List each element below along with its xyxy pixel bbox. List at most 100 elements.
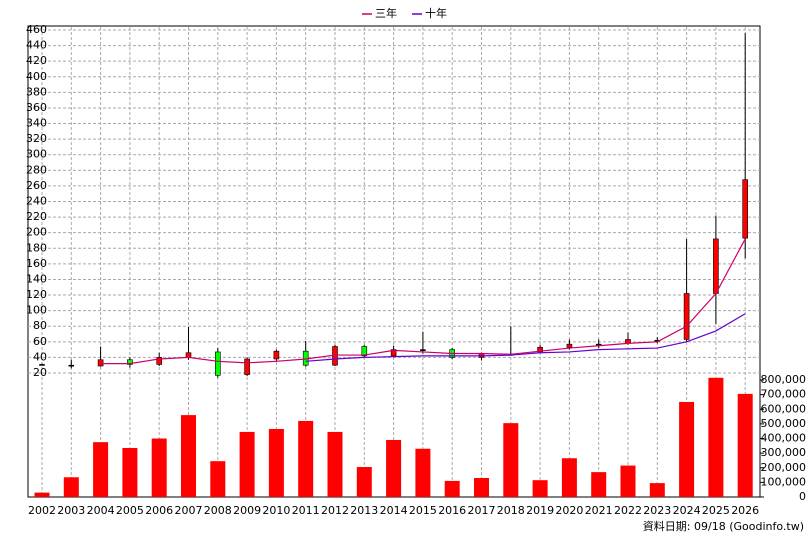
volume-bar bbox=[122, 448, 138, 497]
candle-body bbox=[39, 364, 45, 366]
x-tick-label: 2014 bbox=[380, 504, 408, 517]
volume-bar bbox=[151, 438, 167, 497]
y-tick-label: 360 bbox=[26, 101, 47, 114]
x-tick-label: 2023 bbox=[643, 504, 671, 517]
y-tick-label: 20 bbox=[33, 366, 47, 379]
y-tick-label: 100 bbox=[26, 304, 47, 317]
volume-bar bbox=[386, 439, 402, 497]
y-tick-label: 40 bbox=[33, 350, 47, 363]
y2-tick-label: 100,000 bbox=[761, 475, 807, 488]
legend-label: 三年 bbox=[375, 6, 397, 20]
candle-body bbox=[420, 349, 426, 351]
x-tick-label: 2004 bbox=[87, 504, 115, 517]
y-tick-label: 180 bbox=[26, 241, 47, 254]
y2-tick-label: 600,000 bbox=[761, 402, 807, 415]
y-tick-label: 160 bbox=[26, 257, 47, 270]
y2-tick-label: 0 bbox=[799, 490, 806, 503]
x-tick-label: 2015 bbox=[409, 504, 437, 517]
volume-bar bbox=[356, 467, 372, 497]
footer: 資料日期: 09/18 (Goodinfo.tw) bbox=[643, 519, 804, 533]
x-tick-label: 2022 bbox=[614, 504, 642, 517]
ma-line bbox=[100, 238, 746, 365]
candle-body bbox=[273, 350, 280, 360]
volume-bar bbox=[93, 442, 109, 497]
candle-body bbox=[244, 358, 250, 375]
volume-bar bbox=[327, 431, 343, 497]
volume-bar bbox=[649, 483, 665, 497]
y-tick-label: 80 bbox=[33, 319, 47, 332]
x-tick-label: 2013 bbox=[350, 504, 378, 517]
y-tick-label: 260 bbox=[26, 179, 47, 192]
volume-bar bbox=[591, 472, 607, 497]
y-tick-label: 200 bbox=[26, 226, 47, 239]
volume-bar bbox=[708, 377, 724, 497]
x-tick-label: 2003 bbox=[57, 504, 85, 517]
y2-tick-label: 500,000 bbox=[761, 417, 807, 430]
x-tick-label: 2007 bbox=[175, 504, 203, 517]
x-tick-label: 2020 bbox=[555, 504, 583, 517]
y-tick-label: 60 bbox=[33, 335, 47, 348]
y-tick-label: 300 bbox=[26, 148, 47, 161]
candle-body bbox=[68, 364, 75, 367]
y2-tick-label: 400,000 bbox=[761, 432, 807, 445]
y-tick-label: 220 bbox=[26, 210, 47, 223]
x-tick-label: 2016 bbox=[438, 504, 466, 517]
candle-body bbox=[566, 343, 573, 348]
volume-bar bbox=[444, 480, 460, 497]
y-tick-label: 140 bbox=[26, 272, 47, 285]
x-tick-label: 2019 bbox=[526, 504, 554, 517]
x-tick-label: 2025 bbox=[702, 504, 730, 517]
x-tick-label: 2024 bbox=[673, 504, 701, 517]
volume-bar bbox=[503, 423, 519, 497]
y-tick-label: 460 bbox=[26, 23, 47, 36]
volume-bar bbox=[620, 465, 636, 497]
x-tick-label: 2011 bbox=[292, 504, 320, 517]
x-tick-label: 2017 bbox=[468, 504, 496, 517]
y-tick-label: 380 bbox=[26, 85, 47, 98]
x-tick-label: 2021 bbox=[585, 504, 613, 517]
y2-tick-label: 800,000 bbox=[761, 373, 807, 386]
volume-bar bbox=[298, 420, 314, 497]
legend-label: 十年 bbox=[425, 6, 447, 20]
y-tick-label: 340 bbox=[26, 117, 47, 130]
x-tick-label: 2010 bbox=[262, 504, 290, 517]
volume-bar bbox=[268, 428, 284, 497]
x-tick-label: 2005 bbox=[116, 504, 144, 517]
x-tick-label: 2018 bbox=[497, 504, 525, 517]
candle-body bbox=[97, 359, 104, 367]
plot-frame bbox=[27, 25, 761, 498]
volume-bar bbox=[679, 401, 695, 497]
y2-tick-label: 700,000 bbox=[761, 388, 807, 401]
y2-tick-label: 300,000 bbox=[761, 446, 807, 459]
volume-bar bbox=[181, 415, 196, 497]
candle-body bbox=[127, 359, 133, 365]
ma-line bbox=[305, 313, 746, 362]
x-tick-label: 2026 bbox=[731, 504, 759, 517]
candle-body bbox=[683, 293, 690, 340]
y-tick-label: 240 bbox=[26, 195, 47, 208]
candle-body bbox=[537, 346, 543, 353]
volume-bar bbox=[737, 393, 753, 497]
y-tick-label: 400 bbox=[26, 70, 47, 83]
x-tick-label: 2009 bbox=[233, 504, 261, 517]
candle-body bbox=[156, 357, 162, 365]
y2-tick-label: 200,000 bbox=[761, 461, 807, 474]
y-tick-label: 420 bbox=[26, 54, 47, 67]
x-tick-label: 2006 bbox=[145, 504, 173, 517]
y-tick-label: 280 bbox=[26, 163, 47, 176]
volume-bar bbox=[532, 480, 548, 497]
volume-bar bbox=[34, 492, 50, 497]
candle-body bbox=[742, 179, 749, 239]
volume-bar bbox=[210, 461, 226, 497]
candle-body bbox=[713, 238, 719, 294]
candle-body bbox=[361, 346, 368, 357]
volume-bar bbox=[63, 477, 79, 497]
x-tick-label: 2002 bbox=[28, 504, 56, 517]
x-tick-label: 2008 bbox=[204, 504, 232, 517]
x-tick-label: 2012 bbox=[321, 504, 349, 517]
y-tick-label: 440 bbox=[26, 39, 47, 52]
candle-body bbox=[390, 349, 397, 357]
volume-bar bbox=[239, 431, 255, 497]
candle-body bbox=[215, 351, 221, 376]
